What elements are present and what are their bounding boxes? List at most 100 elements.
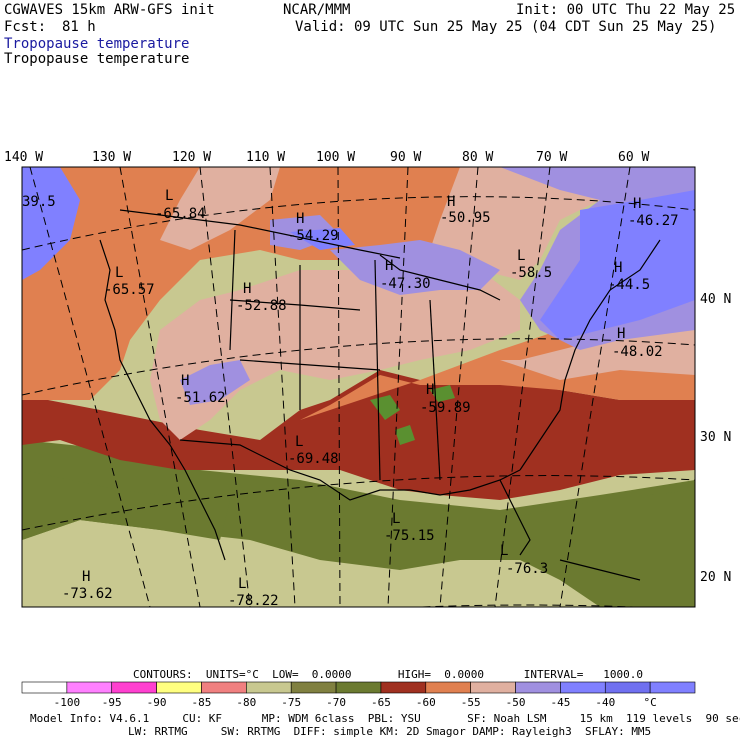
color-bar-label-7: -65 <box>370 696 391 709</box>
meridian-100w <box>337 167 341 607</box>
state-line-2 <box>239 359 381 371</box>
valid-time: Valid: 09 UTC Sun 25 May 25 (04 CDT Sun … <box>295 19 717 35</box>
state-line-6 <box>429 299 441 481</box>
extremum-val-8: -44.5 <box>608 277 650 293</box>
color-bar-swatch-8 <box>380 681 427 694</box>
color-bar-label-1: -95 <box>101 696 122 709</box>
extremum-sym-14: L <box>500 543 508 559</box>
field-green-3 <box>430 385 455 402</box>
model-title: CGWAVES 15km ARW-GFS init <box>4 2 215 18</box>
field-title-secondary: Tropopause temperature <box>4 51 190 67</box>
meridian-140w <box>29 167 151 607</box>
field-green-2 <box>395 425 415 445</box>
meridian-90w <box>387 167 409 607</box>
extremum-val-4: -65.57 <box>104 282 155 298</box>
extremum-sym-13: L <box>392 511 400 527</box>
field-green-1 <box>370 395 400 420</box>
lon-label-130w: 130 W <box>92 150 132 165</box>
color-bar-label-13: °C <box>643 696 657 709</box>
meridian-130w <box>119 167 201 607</box>
extremum-val-9: -48.02 <box>612 344 663 360</box>
extremum-val-0: -65.84 <box>155 206 206 222</box>
extremum-sym-12: L <box>295 434 303 450</box>
meridian-110w <box>269 167 296 607</box>
state-line-4 <box>229 229 236 351</box>
meridian-60w <box>559 167 631 607</box>
field-violet-utah <box>180 360 250 405</box>
color-bar-swatch-14 <box>649 681 696 694</box>
boundaries <box>99 209 661 581</box>
parallel-50n <box>22 196 695 251</box>
color-bar-swatch-10 <box>470 681 516 694</box>
color-bar <box>21 681 696 694</box>
model-info-line1: Model Info: V4.6.1 CU: KF MP: WDM 6class… <box>30 712 740 725</box>
forecast-label: Fcst: <box>4 19 47 35</box>
shaded-field: L -65.84 H -54.29 H -50.95 H -46.27 L -6… <box>22 167 695 607</box>
extremum-val-2: -50.95 <box>440 210 491 226</box>
extremum-sym-0: L <box>165 188 173 204</box>
color-bar-swatch-6 <box>290 681 337 694</box>
color-bar-swatch-3 <box>156 681 202 694</box>
color-bar-label-8: -60 <box>415 696 436 709</box>
extremum-val-6: -47.30 <box>380 276 431 292</box>
extremum-sym-11: H <box>426 382 434 398</box>
graticule <box>22 167 695 607</box>
us-canada-border <box>119 209 401 259</box>
color-bar-label-3: -85 <box>191 696 212 709</box>
color-bar-label-10: -50 <box>505 696 526 709</box>
extremum-val-1: -54.29 <box>288 228 339 244</box>
color-bar-swatch-1 <box>66 681 113 694</box>
field-violet-lakes <box>330 240 500 295</box>
lon-label-90w: 90 W <box>390 150 422 165</box>
extremum-val-3: -46.27 <box>628 213 679 229</box>
extremum-val-7: -58.5 <box>510 265 552 281</box>
extremum-val-14: -76.3 <box>506 561 548 577</box>
field-pink-north <box>430 167 620 280</box>
extrema-labels: L -65.84 H -54.29 H -50.95 H -46.27 L -6… <box>22 188 679 607</box>
lat-label-40n: 40 N <box>700 292 732 307</box>
extremum-sym-7: L <box>517 248 525 264</box>
east-coast <box>519 239 661 471</box>
org-label: NCAR/MMM <box>283 2 351 18</box>
extremum-val-13: -75.15 <box>384 528 435 544</box>
extremum-sym-6: H <box>385 258 393 274</box>
caribbean <box>559 559 641 581</box>
map-frame <box>21 166 696 608</box>
extremum-sym-5: H <box>243 281 251 297</box>
extremum-sym-2: H <box>447 194 455 210</box>
meridian-70w <box>494 167 551 607</box>
field-blue-west <box>22 167 80 280</box>
extremum-val-12: -69.48 <box>288 451 339 467</box>
lon-label-100w: 100 W <box>316 150 356 165</box>
us-mexico-gulf <box>179 439 521 501</box>
color-bar-swatch-5 <box>246 681 292 694</box>
lon-label-120w: 120 W <box>172 150 212 165</box>
lon-label-140w: 140 W <box>4 150 44 165</box>
extremum-sym-8: H <box>614 260 622 276</box>
parallel-30n <box>22 475 695 531</box>
extremum-sym-4: L <box>115 265 123 281</box>
field-blue-ne <box>540 190 695 340</box>
lon-label-70w: 70 W <box>536 150 568 165</box>
parallel-20n <box>409 604 646 607</box>
extremum-sym-15: H <box>82 569 90 585</box>
extremum-val-5: -52.88 <box>236 298 287 314</box>
field-olive-east <box>500 490 695 607</box>
field-title-primary: Tropopause temperature <box>4 36 190 52</box>
extremum-val-15: -73.62 <box>62 586 113 602</box>
extremum-val-10: -51.62 <box>175 390 226 406</box>
extremum-sym-1: H <box>296 211 304 227</box>
color-bar-swatch-0 <box>21 681 68 694</box>
parallel-40n <box>22 338 695 396</box>
field-orange-north <box>22 167 560 400</box>
field-darkred <box>22 370 695 500</box>
forecast-hour: 81 h <box>62 19 96 35</box>
color-bar-swatch-12 <box>560 681 606 694</box>
extremum-sym-3: H <box>633 196 641 212</box>
west-coast <box>99 239 226 561</box>
init-time: Init: 00 UTC Thu 22 May 25 <box>516 2 736 18</box>
state-line-5 <box>374 259 381 481</box>
extremum-sym-9: H <box>617 326 625 342</box>
color-bar-label-5: -75 <box>281 696 302 709</box>
